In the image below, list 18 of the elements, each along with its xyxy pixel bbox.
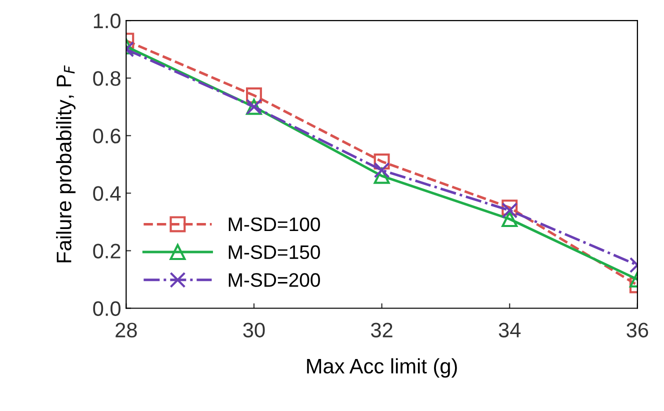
x-tick-label: 30 — [243, 322, 265, 338]
legend-label: M-SD=150 — [228, 245, 320, 260]
legend-label: M-SD=100 — [228, 217, 320, 232]
y-tick-label: 1.0 — [94, 14, 120, 28]
y-tick-label: 0.6 — [93, 128, 120, 144]
y-tick-label: 0.8 — [93, 71, 120, 86]
x-tick-label: 36 — [626, 322, 648, 338]
y-tick-label: 0.0 — [93, 301, 120, 316]
x-axis-title: Max Acc limit (g) — [307, 358, 457, 378]
x-tick-label: 28 — [116, 322, 137, 338]
x-tick-label: 32 — [371, 322, 392, 338]
point — [374, 154, 390, 170]
y-axis-title: Failure probability, P$_{F}$ — [56, 65, 76, 262]
x-tick-label: 34 — [498, 322, 521, 338]
y-tick-label: 0.2 — [93, 244, 120, 258]
y-tick-label: 0.4 — [93, 186, 121, 201]
point — [374, 168, 390, 184]
legend-label: M-SD=200 — [228, 273, 320, 287]
